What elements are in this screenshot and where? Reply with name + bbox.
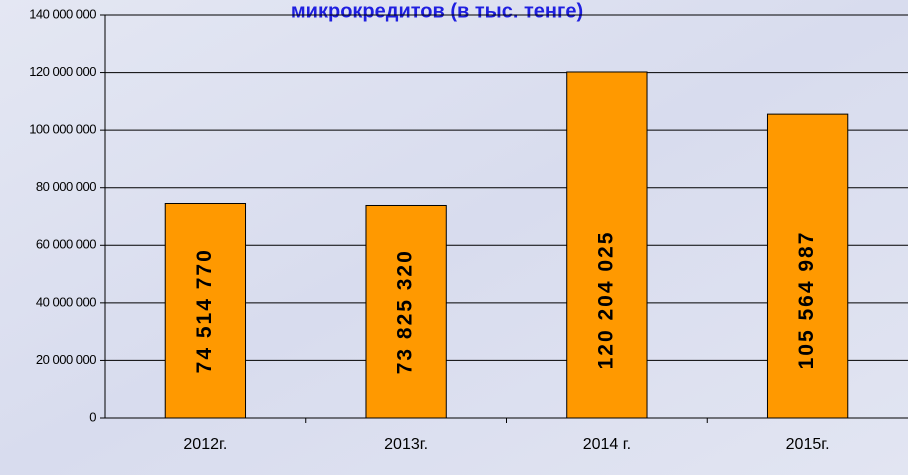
y-tick-label: 80 000 000 <box>36 179 96 194</box>
bar <box>365 204 447 419</box>
y-tick-label: 100 000 000 <box>29 122 96 137</box>
y-tick-label: 120 000 000 <box>29 64 96 79</box>
chart-title: микрокредитов (в тыс. тенге) <box>291 0 583 22</box>
x-tick-label: 2015г. <box>786 436 830 453</box>
value-label: 74 514 770 <box>193 248 216 373</box>
bar <box>164 203 247 419</box>
y-tick-label: 60 000 000 <box>36 237 96 252</box>
y-tick-label: 0 <box>89 409 96 424</box>
value-label: 120 204 025 <box>594 231 617 370</box>
bar <box>766 113 849 419</box>
x-tick-label: 2013г. <box>384 436 428 453</box>
y-tick-label: 140 000 000 <box>29 6 96 21</box>
value-label: 105 564 987 <box>795 231 818 370</box>
value-label: 73 825 320 <box>394 249 417 374</box>
x-tick-label: 2014 г. <box>583 436 631 453</box>
bar <box>566 71 648 419</box>
y-tick-label: 40 000 000 <box>36 294 96 309</box>
x-tick-label: 2012г. <box>183 436 227 453</box>
y-tick-label: 20 000 000 <box>36 352 96 367</box>
